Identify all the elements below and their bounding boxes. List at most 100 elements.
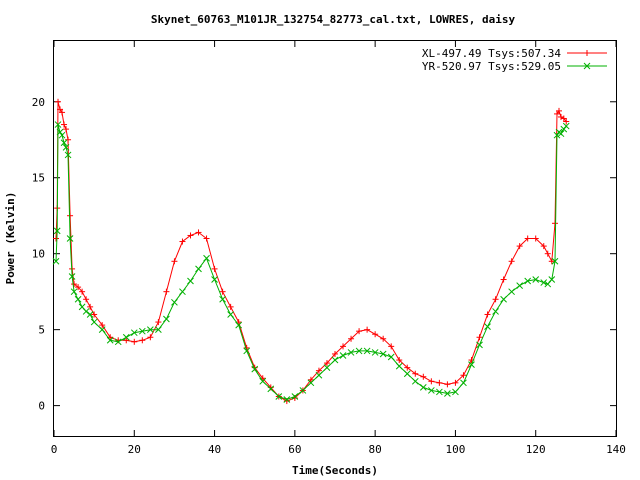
data-point <box>251 365 259 373</box>
data-point <box>219 295 226 303</box>
data-point <box>74 295 82 303</box>
y-tick-label: 10 <box>32 248 45 261</box>
data-point <box>460 379 467 387</box>
data-point <box>78 303 86 311</box>
data-point <box>114 338 122 346</box>
legend-marker <box>583 62 591 70</box>
x-tick-label: 100 <box>445 443 465 456</box>
data-point <box>267 385 275 393</box>
legend-label: XL-497.49 Tsys:507.34 <box>422 47 561 60</box>
series-line <box>55 101 567 402</box>
data-point <box>68 273 76 280</box>
data-point <box>468 361 475 368</box>
x-axis: 0 20 40 60 80 100 120 140 <box>51 41 626 456</box>
data-point <box>395 362 403 370</box>
data-point <box>492 308 499 315</box>
data-point <box>540 279 548 286</box>
data-point <box>62 143 70 151</box>
data-point <box>259 377 267 385</box>
x-tick-label: 140 <box>606 443 626 456</box>
data-point <box>307 379 315 387</box>
data-point <box>227 311 234 318</box>
data-point <box>58 131 66 139</box>
data-point <box>347 349 355 356</box>
x-tick-label: 80 <box>369 443 382 456</box>
data-point <box>52 257 60 265</box>
x-tick-label: 120 <box>526 443 546 456</box>
data-point <box>403 370 411 378</box>
data-point <box>436 388 443 396</box>
data-point <box>553 131 561 139</box>
data-point <box>275 393 283 400</box>
data-point <box>106 336 114 344</box>
data-point <box>291 393 299 400</box>
data-point <box>299 387 307 394</box>
data-point <box>557 130 565 138</box>
data-point <box>444 390 451 397</box>
y-tick-label: 5 <box>38 324 45 337</box>
data-point <box>562 122 570 130</box>
data-point <box>203 254 210 262</box>
data-point <box>427 387 435 394</box>
data-point <box>476 341 483 349</box>
data-point <box>98 326 106 334</box>
data-point <box>551 257 559 265</box>
data-point <box>452 388 459 396</box>
data-point <box>331 356 339 364</box>
data-point <box>90 318 98 326</box>
data-point <box>379 350 387 358</box>
data-point <box>339 352 347 359</box>
x-tick-label: 0 <box>51 443 58 456</box>
data-point <box>54 121 62 128</box>
data-point <box>243 347 251 355</box>
data-point <box>60 139 68 147</box>
data-point <box>70 288 78 296</box>
data-point <box>82 308 90 315</box>
data-point <box>64 151 72 159</box>
data-point <box>524 277 532 285</box>
data-point <box>484 323 491 330</box>
data-point <box>355 347 363 355</box>
data-point <box>86 311 94 318</box>
data-point <box>411 377 419 385</box>
series-layer <box>52 98 570 405</box>
series-yr <box>52 121 570 403</box>
data-point <box>171 298 178 306</box>
chart-title: Skynet_60763_M101JR_132754_82773_cal.txt… <box>151 13 516 26</box>
legend-label: YR-520.97 Tsys:529.05 <box>422 60 561 73</box>
data-point <box>163 315 170 323</box>
data-point <box>146 326 154 334</box>
data-point <box>283 396 291 403</box>
data-point <box>532 276 540 283</box>
data-point <box>500 295 507 303</box>
y-axis-label: Power (Kelvin) <box>4 192 17 285</box>
data-point <box>155 326 162 334</box>
data-point <box>53 227 61 235</box>
y-tick-label: 20 <box>32 96 45 109</box>
data-point <box>548 276 556 283</box>
x-tick-label: 20 <box>128 443 141 456</box>
data-point <box>179 288 186 296</box>
data-point <box>363 347 371 355</box>
x-tick-label: 40 <box>208 443 221 456</box>
y-axis: 0 5 10 15 20 <box>32 96 616 413</box>
data-point <box>130 329 138 337</box>
data-point <box>138 327 146 335</box>
data-point <box>235 321 243 329</box>
y-tick-label: 0 <box>38 400 45 413</box>
data-point <box>56 128 64 136</box>
data-point <box>211 276 218 283</box>
data-point <box>195 265 202 273</box>
data-point <box>516 282 524 289</box>
x-tick-label: 60 <box>288 443 301 456</box>
data-point <box>315 371 323 379</box>
x-axis-label: Time(Seconds) <box>292 464 378 477</box>
data-point <box>187 277 194 285</box>
data-point <box>508 288 515 296</box>
data-point <box>419 384 427 391</box>
data-point <box>323 364 331 371</box>
y-tick-label: 15 <box>32 172 45 185</box>
